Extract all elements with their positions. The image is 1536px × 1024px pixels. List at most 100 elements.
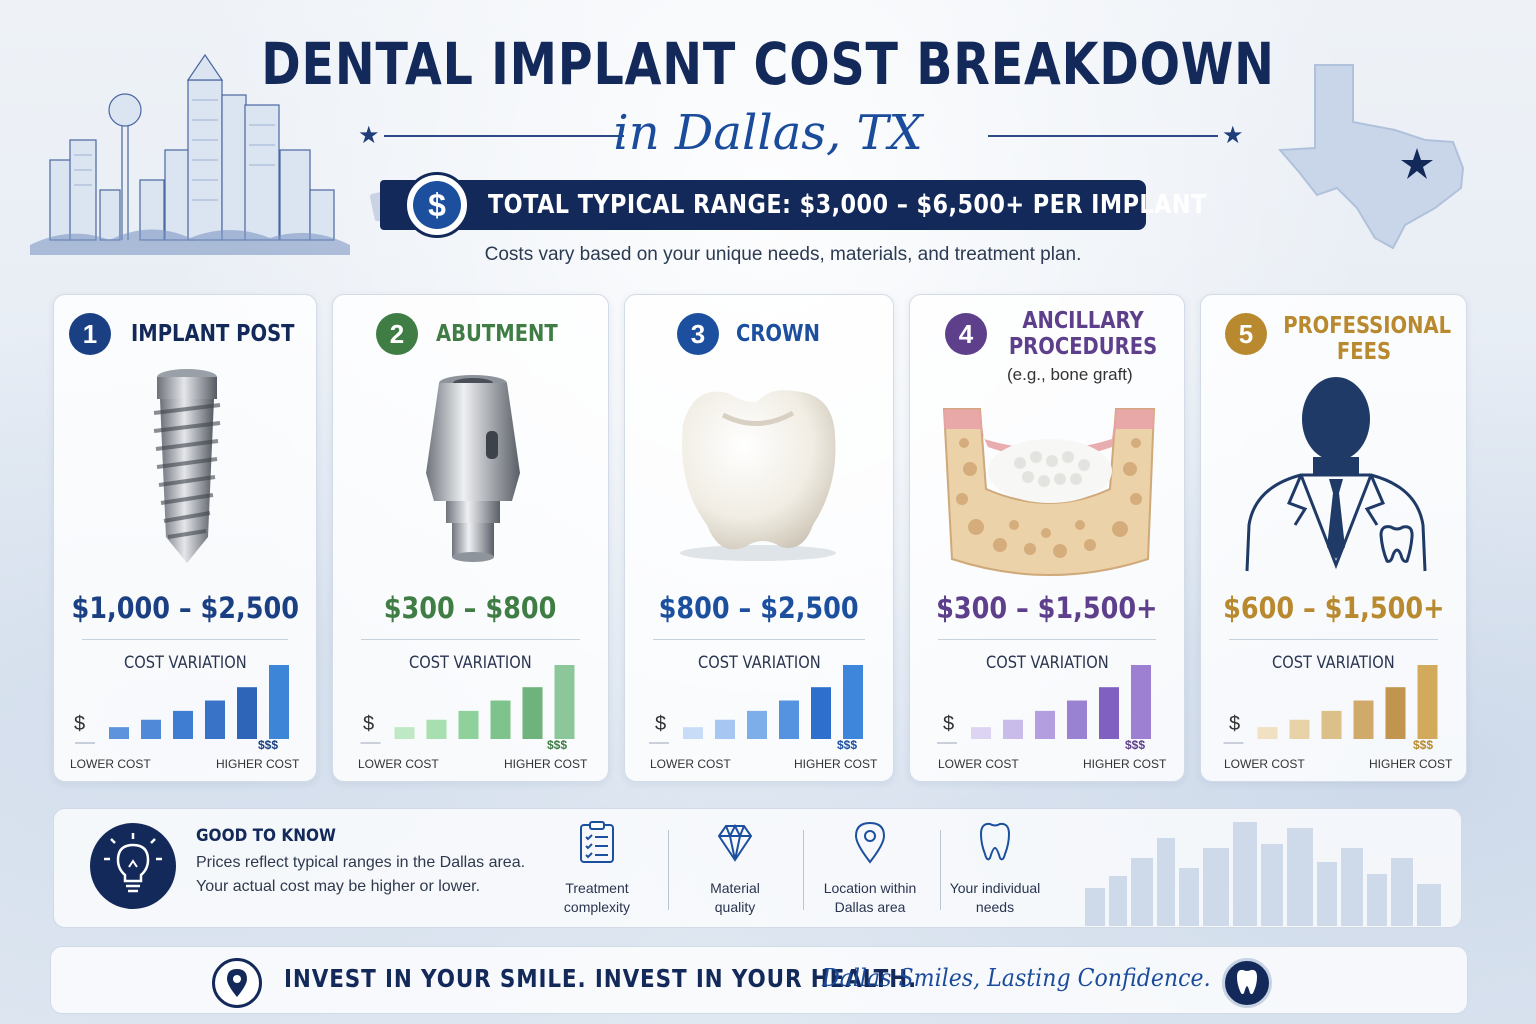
card-divider	[82, 639, 288, 640]
star-icon: ★	[358, 122, 380, 149]
factor-treatment-complexity: Treatment complexity	[532, 820, 662, 917]
subtitle-divider-left	[384, 135, 624, 137]
card-implant-post: 1 IMPLANT POST $1,000 – $2,500 COST VARI…	[53, 294, 317, 782]
higher-cost-label: HIGHER COST	[1369, 757, 1453, 771]
location-pin-icon	[212, 958, 262, 1008]
cost-bar	[1385, 687, 1406, 739]
lower-cost-label: LOWER COST	[1224, 757, 1305, 771]
page-title: DENTAL IMPLANT COST BREAKDOWN	[261, 30, 1275, 98]
card-title-line1: ANCILLARY	[1022, 308, 1144, 334]
cost-bar	[1289, 719, 1310, 739]
high-cost-symbol: $$$	[547, 738, 568, 752]
card-divider	[361, 639, 580, 640]
good-to-know-line2: Your actual cost may be higher or lower.	[196, 878, 481, 895]
higher-cost-label: HIGHER COST	[216, 757, 300, 771]
dollar-coin-icon: $	[404, 172, 470, 238]
card-title-line2: PROCEDURES	[1008, 334, 1158, 360]
footer-tagline: INVEST IN YOUR SMILE. INVEST IN YOUR HEA…	[284, 964, 918, 993]
dallas-skyline-illustration	[30, 53, 350, 255]
price-range: $300 – $800	[384, 591, 557, 625]
cost-bar	[458, 710, 479, 739]
cost-bar	[843, 665, 863, 739]
cost-variation-bars	[75, 665, 289, 744]
cost-variation-label: COST VARIATION	[123, 653, 247, 673]
cost-variation-bars	[1223, 665, 1438, 744]
card-divider	[653, 639, 865, 640]
step-number-badge: 1	[69, 313, 111, 355]
lower-cost-label: LOWER COST	[70, 757, 151, 771]
cost-bar	[747, 710, 767, 739]
higher-cost-label: HIGHER COST	[1083, 757, 1167, 771]
good-to-know-title: GOOD TO KNOW	[196, 826, 336, 846]
cost-bar	[1417, 665, 1438, 739]
good-to-know-line1: Prices reflect typical ranges in the Dal…	[196, 854, 526, 871]
cost-bar	[394, 727, 415, 739]
cost-bar	[683, 727, 703, 739]
cost-bar	[141, 719, 161, 739]
diamond-icon	[717, 823, 753, 862]
tooth-icon	[979, 822, 1011, 861]
factor-separator	[940, 830, 941, 910]
price-range: $600 – $1,500+	[1222, 591, 1445, 625]
price-range: $1,000 – $2,500	[71, 591, 299, 625]
dentist-silhouette-image	[1245, 377, 1427, 572]
cost-variation-label: COST VARIATION	[1272, 653, 1395, 673]
cost-bar	[1131, 665, 1151, 739]
abutment-image	[426, 375, 520, 562]
card-title: PROFESSIONAL FEES	[1283, 313, 1452, 365]
low-cost-symbol: $	[1229, 713, 1241, 735]
card-title: CROWN	[736, 321, 820, 347]
low-cost-symbol: $	[655, 713, 667, 735]
star-icon: ★	[1222, 122, 1244, 149]
cost-bar	[205, 700, 225, 739]
tooth-icon	[1222, 958, 1272, 1008]
cost-variation-bars	[937, 665, 1151, 744]
card-divider	[1229, 639, 1438, 640]
price-range: $800 – $2,500	[658, 591, 860, 625]
high-cost-symbol: $$$	[258, 738, 279, 752]
cost-variation-label: COST VARIATION	[697, 653, 821, 673]
cost-bar	[1257, 727, 1278, 739]
cost-bar	[522, 687, 543, 739]
cost-bar	[554, 665, 575, 739]
cost-note: Costs vary based on your unique needs, m…	[484, 244, 1082, 265]
cost-bar	[426, 719, 447, 739]
cost-variation-bars	[649, 665, 863, 744]
card-title: ANCILLARY PROCEDURES	[1002, 308, 1164, 360]
subtitle-divider-right	[988, 135, 1218, 137]
low-cost-symbol: $	[74, 713, 86, 735]
card-divider	[938, 639, 1156, 640]
cost-bar	[971, 727, 991, 739]
card-professional-fees: 5 PROFESSIONAL FEES $600 – $1,500+ COST …	[1200, 294, 1467, 782]
faded-skyline-illustration	[1085, 822, 1441, 926]
cost-bar	[269, 665, 289, 739]
range-value: $3,000 – $6,500+ PER IMPLANT	[799, 190, 1207, 220]
bone-graft-image	[942, 408, 1156, 576]
card-subtitle: (e.g., bone graft)	[1007, 365, 1133, 384]
factor-material-quality: Material quality	[670, 820, 800, 917]
cost-bar	[811, 687, 831, 739]
low-cost-symbol: $	[363, 713, 375, 735]
cost-bar	[109, 727, 129, 739]
step-number-badge: 5	[1225, 313, 1267, 355]
lower-cost-label: LOWER COST	[938, 757, 1019, 771]
card-title-line1: PROFESSIONAL	[1283, 313, 1452, 339]
subtitle-row: ★ in Dallas, TX ★	[0, 105, 1536, 165]
factor-location: Location within Dallas area	[805, 820, 935, 917]
page-subtitle: in Dallas, TX	[613, 105, 923, 161]
cost-variation-label: COST VARIATION	[409, 653, 532, 673]
clipboard-icon	[580, 821, 614, 863]
higher-cost-label: HIGHER COST	[794, 757, 878, 771]
crown-image	[680, 390, 836, 561]
cost-bar	[1003, 719, 1023, 739]
card-title-line2: FEES	[1336, 339, 1392, 365]
higher-cost-label: HIGHER COST	[504, 757, 588, 771]
cost-bar	[490, 700, 511, 739]
cost-bar	[1353, 700, 1374, 739]
location-pin-icon	[854, 821, 886, 864]
card-ancillary-procedures: 4 ANCILLARY PROCEDURES (e.g., bone graft…	[909, 294, 1185, 782]
cost-bar	[1321, 710, 1342, 739]
card-abutment: 2 ABUTMENT $300 – $800 COST VARIATION $ …	[332, 294, 609, 782]
card-title: IMPLANT POST	[131, 321, 295, 347]
step-number-badge: 4	[945, 313, 987, 355]
